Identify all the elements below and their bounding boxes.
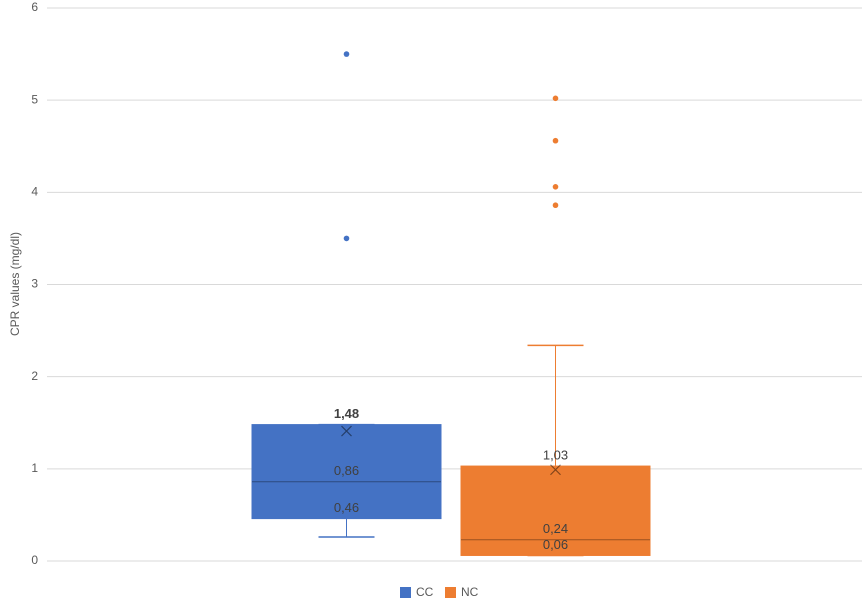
y-tick-label: 0 <box>31 553 38 567</box>
data-label: 0,46 <box>334 500 359 515</box>
box <box>460 465 651 556</box>
outlier <box>343 235 350 242</box>
y-tick-label: 3 <box>31 277 38 291</box>
legend-label: NC <box>461 585 479 599</box>
mean-marker <box>550 464 561 476</box>
data-label: 0,86 <box>334 463 359 478</box>
outlier <box>552 184 559 190</box>
mean-marker <box>341 425 352 437</box>
outlier <box>552 95 559 102</box>
y-tick-label: 6 <box>31 0 38 14</box>
legend-label: CC <box>416 585 434 599</box>
legend-swatch <box>445 587 456 598</box>
box <box>251 424 442 520</box>
y-axis-label: CPR values (mg/dl) <box>8 232 22 336</box>
data-label: 1,48 <box>334 406 359 421</box>
data-label: 0,06 <box>543 537 568 552</box>
outlier <box>552 202 559 209</box>
outlier <box>343 51 350 57</box>
y-tick-label: 2 <box>31 369 38 383</box>
y-tick-label: 5 <box>31 92 38 106</box>
y-tick-label: 4 <box>31 185 38 199</box>
y-tick-label: 1 <box>31 461 38 475</box>
legend-swatch <box>400 587 411 598</box>
data-label: 0,24 <box>543 521 568 536</box>
outlier <box>552 137 559 144</box>
data-label: 1,03 <box>543 448 568 463</box>
